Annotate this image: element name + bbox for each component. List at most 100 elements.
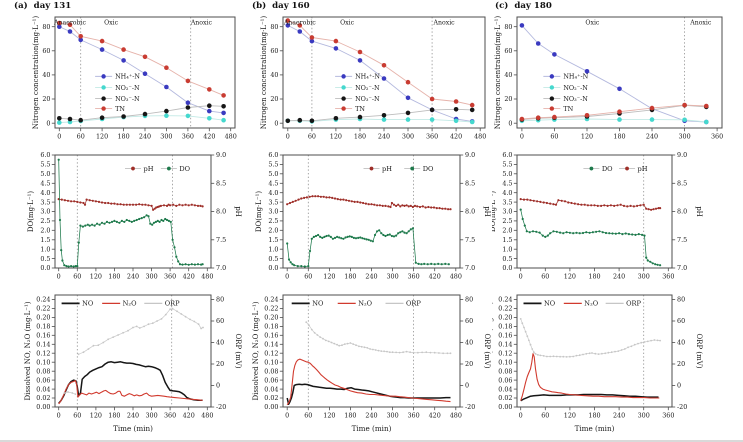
svg-text:8.0: 8.0 <box>677 208 687 216</box>
svg-text:2.0: 2.0 <box>268 227 278 235</box>
svg-text:0: 0 <box>57 273 61 281</box>
svg-text:4.5: 4.5 <box>268 180 278 188</box>
svg-text:2.0: 2.0 <box>40 227 50 235</box>
series-ph <box>286 195 452 211</box>
svg-text:0.18: 0.18 <box>36 323 50 331</box>
svg-text:3.5: 3.5 <box>502 198 512 206</box>
series-tn <box>519 102 709 122</box>
svg-text:1.0: 1.0 <box>40 245 50 253</box>
svg-text:0.16: 0.16 <box>36 332 50 340</box>
svg-text:ORP: ORP <box>165 300 180 308</box>
svg-text:0.08: 0.08 <box>36 367 50 375</box>
svg-text:0: 0 <box>57 133 61 141</box>
svg-text:20: 20 <box>270 95 278 103</box>
svg-text:6.0: 6.0 <box>40 151 50 159</box>
svg-text:NO₃⁻-N: NO₃⁻-N <box>563 95 588 103</box>
series-no <box>58 361 203 404</box>
svg-text:240: 240 <box>365 273 377 281</box>
svg-text:20: 20 <box>465 360 473 368</box>
svg-text:180: 180 <box>613 133 625 141</box>
svg-text:DO(mg·L⁻¹): DO(mg·L⁻¹) <box>255 191 263 233</box>
chart-day180-nitrogen: 0 60 120 180 240 300 360 0 20 40 60 80 Nitrogen conc… <box>492 0 743 146</box>
svg-text:300: 300 <box>638 273 650 281</box>
svg-text:NO₂⁻-N: NO₂⁻-N <box>563 84 588 92</box>
svg-text:240: 240 <box>613 412 625 420</box>
svg-text:0.5: 0.5 <box>268 255 278 263</box>
svg-text:0.16: 0.16 <box>264 332 278 340</box>
svg-text:NH₄⁺-N: NH₄⁺-N <box>563 73 588 81</box>
svg-text:120: 120 <box>564 273 576 281</box>
series-do <box>286 227 450 268</box>
x-axis: 0 60 120 180 240 300 360 420 480 Time (min) <box>57 407 213 433</box>
svg-text:0.14: 0.14 <box>36 341 50 349</box>
svg-text:N₂O: N₂O <box>358 300 372 308</box>
legend: NH₄⁺-N NO₂⁻-N NO₃⁻-N TN <box>335 73 380 113</box>
svg-text:7.0: 7.0 <box>677 264 687 272</box>
svg-text:60: 60 <box>216 317 224 325</box>
svg-text:240: 240 <box>365 412 377 420</box>
svg-text:180: 180 <box>344 273 356 281</box>
legend: pH DO <box>125 165 191 173</box>
svg-text:240: 240 <box>127 412 139 420</box>
svg-text:360: 360 <box>407 412 419 420</box>
svg-text:DO: DO <box>602 165 613 173</box>
svg-text:NO₃⁻-N: NO₃⁻-N <box>355 95 380 103</box>
left-axis: 0.00.5 1.01.52.0 2.53.0 3.54.04.5 5.05.5 6.0 D… <box>27 151 55 272</box>
svg-text:60: 60 <box>73 412 81 420</box>
svg-text:0.5: 0.5 <box>40 255 50 263</box>
svg-text:40: 40 <box>465 339 473 347</box>
svg-text:180: 180 <box>108 273 120 281</box>
svg-text:0.18: 0.18 <box>498 323 512 331</box>
svg-text:420: 420 <box>450 133 462 141</box>
svg-text:80: 80 <box>465 296 473 304</box>
left-axis: 0.00.5 1.01.52.0 2.53.0 3.54.04.5 5.05.5 6.0 D… <box>489 151 517 272</box>
svg-text:Dissolved NO, N₂O (mg·L⁻¹): Dissolved NO, N₂O (mg·L⁻¹) <box>492 301 494 400</box>
left-axis: 0.000.020.040.060.080.100.120.140.160.18… <box>24 296 55 411</box>
x-axis: 0 60 120 180 240 300 360 <box>519 268 674 281</box>
svg-text:60: 60 <box>77 133 85 141</box>
svg-text:0.20: 0.20 <box>498 314 512 322</box>
svg-text:Oxic: Oxic <box>585 20 600 27</box>
svg-text:DO: DO <box>423 165 434 173</box>
svg-text:40: 40 <box>677 339 685 347</box>
svg-text:0.0: 0.0 <box>40 264 50 272</box>
svg-text:-20: -20 <box>465 403 475 411</box>
svg-text:0.20: 0.20 <box>264 314 278 322</box>
svg-text:60: 60 <box>677 317 685 325</box>
svg-text:Nitrogen concentration(mg·L⁻¹): Nitrogen concentration(mg·L⁻¹) <box>494 16 502 130</box>
svg-text:9.0: 9.0 <box>465 151 475 159</box>
svg-text:20: 20 <box>216 360 224 368</box>
series-tn <box>57 20 226 98</box>
panel-title-b: (b) day 160 <box>252 1 310 11</box>
svg-text:0: 0 <box>286 133 290 141</box>
phase-labels: Anaerobic Oxic Anoxic <box>283 20 455 27</box>
svg-text:0: 0 <box>274 119 278 127</box>
svg-text:360: 360 <box>711 133 723 141</box>
legend: NO N₂O ORP <box>523 300 642 308</box>
panel-title-a: (a) day 131 <box>14 1 72 11</box>
svg-text:0.20: 0.20 <box>36 314 50 322</box>
svg-text:0.0: 0.0 <box>502 264 512 272</box>
svg-text:480: 480 <box>450 412 462 420</box>
svg-text:0: 0 <box>519 273 523 281</box>
svg-text:0.12: 0.12 <box>36 349 50 357</box>
plot-c2: 0 60 120 180 240 300 360 0.00.5 1.01.52.0 2.53.0 3… <box>489 151 703 281</box>
svg-text:1.5: 1.5 <box>40 236 50 244</box>
svg-text:80: 80 <box>270 23 278 31</box>
phase-divider-lines <box>307 155 415 268</box>
svg-text:Oxic: Oxic <box>340 20 355 27</box>
svg-text:0: 0 <box>216 382 220 390</box>
svg-text:60: 60 <box>504 47 512 55</box>
svg-text:Dissolved NO, N₂O (mg·L⁻¹): Dissolved NO, N₂O (mg·L⁻¹) <box>24 301 32 400</box>
svg-text:Anoxic: Anoxic <box>433 20 456 27</box>
svg-text:0.18: 0.18 <box>264 323 278 331</box>
svg-text:ORP: ORP <box>406 300 421 308</box>
svg-text:360: 360 <box>164 273 176 281</box>
legend: pH DO <box>363 165 434 173</box>
svg-text:80: 80 <box>677 296 685 304</box>
svg-text:0.14: 0.14 <box>498 341 512 349</box>
svg-text:0.00: 0.00 <box>498 403 512 411</box>
series-no-n <box>285 107 475 124</box>
